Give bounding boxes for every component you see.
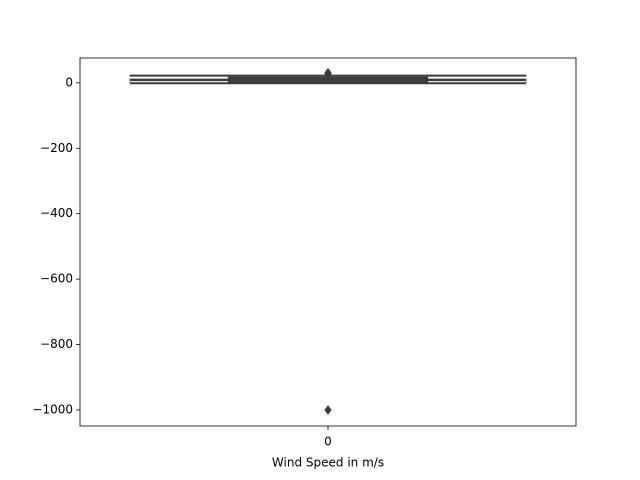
y-tick-label: −600	[40, 272, 73, 286]
y-tick-label: −1000	[32, 402, 73, 416]
y-tick-label: −200	[40, 141, 73, 155]
y-tick-label: −800	[40, 337, 73, 351]
plot-frame	[79, 57, 577, 427]
y-tick-label: −400	[40, 206, 73, 220]
x-axis-label: Wind Speed in m/s	[272, 456, 384, 470]
x-tick-label: 0	[324, 435, 332, 449]
outlier	[324, 405, 332, 415]
y-tick-label: 0	[65, 75, 73, 89]
outlier	[324, 67, 332, 78]
